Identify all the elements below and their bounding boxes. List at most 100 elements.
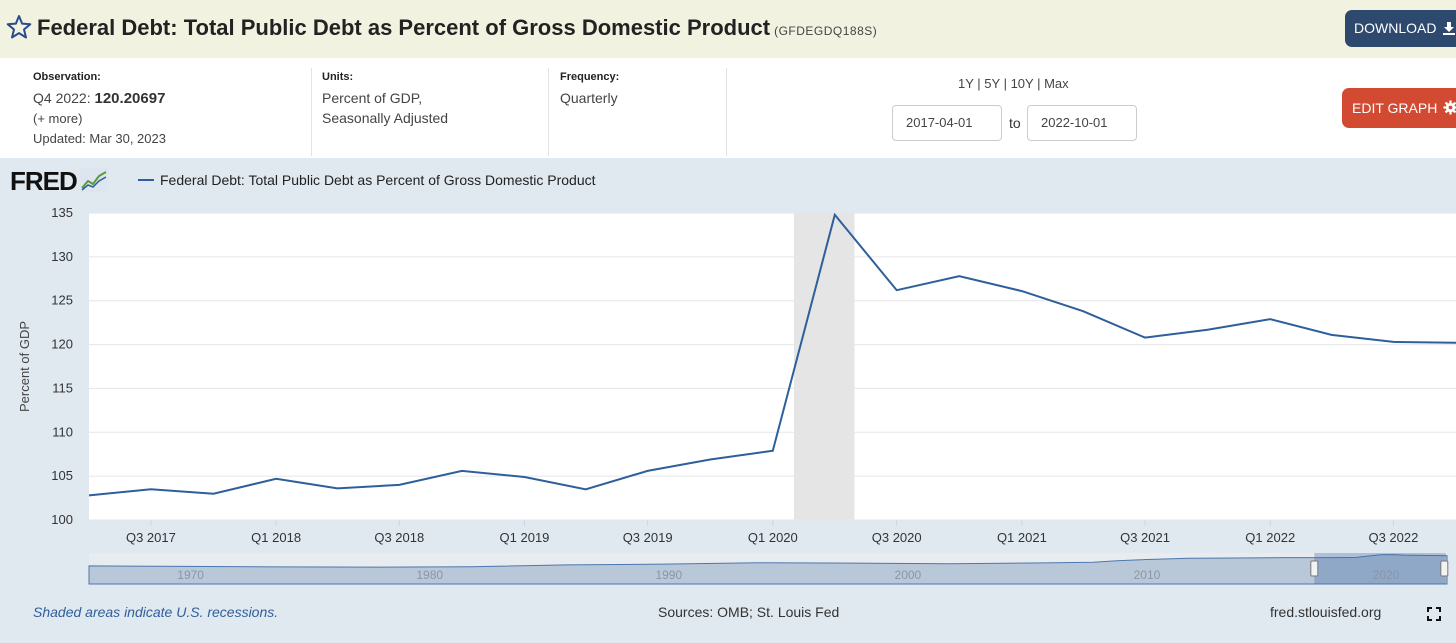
data-point[interactable] bbox=[645, 468, 650, 473]
x-tick-label: Q3 2022 bbox=[1368, 530, 1418, 545]
x-tick-label: Q1 2022 bbox=[1245, 530, 1295, 545]
recession-shade bbox=[793, 213, 855, 520]
fred-logo-text: FRED bbox=[10, 166, 78, 196]
data-point[interactable] bbox=[770, 448, 775, 453]
data-point[interactable] bbox=[708, 457, 713, 462]
navigator-handle-left[interactable] bbox=[1310, 560, 1319, 577]
info-bar: Observation: Q4 2022: 120.20697 (+ more)… bbox=[0, 58, 1456, 158]
fullscreen-icon[interactable] bbox=[1427, 607, 1441, 621]
site-link[interactable]: fred.stlouisfed.org bbox=[1270, 604, 1382, 620]
observation-label: Observation: bbox=[33, 71, 101, 83]
divider bbox=[726, 68, 727, 156]
data-point[interactable] bbox=[1019, 289, 1024, 294]
x-tick-label: Q3 2019 bbox=[623, 530, 673, 545]
navigator-decade-label: 2010 bbox=[1134, 568, 1161, 582]
x-tick-label: Q1 2019 bbox=[500, 530, 550, 545]
divider bbox=[548, 68, 549, 156]
range-selector: 1Y | 5Y | 10Y | Max bbox=[958, 76, 1069, 91]
units-label: Units: bbox=[322, 71, 354, 83]
data-point[interactable] bbox=[459, 468, 464, 473]
data-point[interactable] bbox=[832, 212, 837, 217]
data-point[interactable] bbox=[1081, 309, 1086, 314]
download-icon bbox=[1443, 22, 1456, 35]
plot-area bbox=[89, 213, 1456, 520]
data-point[interactable] bbox=[148, 487, 153, 492]
x-tick-label: Q1 2021 bbox=[997, 530, 1047, 545]
data-point[interactable] bbox=[397, 482, 402, 487]
legend-label: Federal Debt: Total Public Debt as Perce… bbox=[160, 172, 596, 188]
series-title: Federal Debt: Total Public Debt as Perce… bbox=[37, 15, 771, 40]
data-point[interactable] bbox=[583, 487, 588, 492]
star-outline-icon[interactable] bbox=[6, 14, 32, 40]
frequency-value: Quarterly bbox=[560, 90, 618, 106]
y-tick-label: 110 bbox=[52, 424, 73, 439]
frequency-label: Frequency: bbox=[560, 71, 620, 83]
to-label: to bbox=[1009, 115, 1021, 131]
y-tick-label: 135 bbox=[51, 205, 73, 220]
navigator-decade-label: 2000 bbox=[895, 568, 922, 582]
y-tick-label: 100 bbox=[51, 512, 73, 527]
data-point[interactable] bbox=[87, 493, 92, 498]
fred-logo[interactable]: FRED bbox=[10, 166, 108, 197]
y-tick-label: 115 bbox=[52, 380, 73, 395]
x-tick-label: Q3 2020 bbox=[872, 530, 922, 545]
start-date-input[interactable]: 2017-04-01 bbox=[892, 105, 1002, 141]
data-point[interactable] bbox=[1143, 335, 1148, 340]
y-tick-label: 130 bbox=[51, 249, 73, 264]
navigator-decade-label: 1970 bbox=[177, 568, 204, 582]
download-label: DOWNLOAD bbox=[1354, 20, 1437, 36]
edit-graph-label: EDIT GRAPH bbox=[1352, 100, 1438, 116]
sources: Sources: OMB; St. Louis Fed bbox=[658, 604, 840, 620]
page-title: Federal Debt: Total Public Debt as Perce… bbox=[37, 15, 877, 41]
legend-swatch bbox=[138, 179, 154, 182]
end-date-input[interactable]: 2022-10-01 bbox=[1027, 105, 1137, 141]
x-tick-label: Q3 2017 bbox=[126, 530, 176, 545]
x-tick-label: Q3 2021 bbox=[1120, 530, 1170, 545]
navigator-handle-right[interactable] bbox=[1440, 560, 1449, 577]
data-point[interactable] bbox=[1391, 339, 1396, 344]
navigator-selection[interactable] bbox=[1314, 553, 1446, 584]
y-tick-label: 120 bbox=[51, 337, 73, 352]
units-line1: Percent of GDP, bbox=[322, 90, 423, 106]
series-line[interactable] bbox=[88, 212, 1456, 497]
title-bar: Federal Debt: Total Public Debt as Perce… bbox=[0, 0, 1456, 58]
range-10y[interactable]: 10Y bbox=[1010, 76, 1034, 91]
y-axis-label: Percent of GDP bbox=[17, 321, 32, 412]
navigator-history-area bbox=[88, 554, 1448, 585]
data-point[interactable] bbox=[957, 274, 962, 279]
edit-graph-button[interactable]: EDIT GRAPH bbox=[1342, 88, 1456, 128]
navigator-decade-label: 2020 bbox=[1373, 568, 1400, 582]
divider bbox=[311, 68, 312, 156]
navigator-decade-label: 1980 bbox=[416, 568, 443, 582]
y-tick-label: 105 bbox=[51, 468, 73, 483]
chart-trend-icon bbox=[79, 168, 108, 192]
download-button[interactable]: DOWNLOAD bbox=[1345, 10, 1456, 47]
observation-block: Observation: Q4 2022: 120.20697 (+ more)… bbox=[33, 70, 166, 149]
recession-note: Shaded areas indicate U.S. recessions. bbox=[33, 604, 279, 620]
range-max[interactable]: Max bbox=[1044, 76, 1069, 91]
series-id: (GFDEGDQ188S) bbox=[774, 24, 878, 38]
data-point[interactable] bbox=[1205, 327, 1210, 332]
chart-legend: Federal Debt: Total Public Debt as Perce… bbox=[138, 172, 596, 188]
line-chart[interactable]: 100 105 110 115 120 125 130 135 Q3 2017 Q1 2018 Q… bbox=[0, 195, 1456, 615]
units-block: Units: Percent of GDP, Seasonally Adjust… bbox=[322, 70, 448, 128]
data-point[interactable] bbox=[211, 491, 216, 496]
range-5y[interactable]: 5Y bbox=[984, 76, 1000, 91]
x-tick-label: Q1 2018 bbox=[251, 530, 301, 545]
range-1y[interactable]: 1Y bbox=[958, 76, 974, 91]
gear-icon bbox=[1443, 100, 1456, 115]
x-tick-label: Q3 2018 bbox=[374, 530, 424, 545]
units-line2: Seasonally Adjusted bbox=[322, 110, 449, 126]
data-point[interactable] bbox=[274, 476, 279, 481]
y-tick-label: 125 bbox=[51, 293, 73, 308]
data-point[interactable] bbox=[1268, 317, 1273, 322]
data-point[interactable] bbox=[1329, 332, 1334, 337]
data-point[interactable] bbox=[335, 486, 340, 491]
observation-period: Q4 2022: bbox=[33, 90, 91, 106]
more-link[interactable]: (+ more) bbox=[33, 111, 83, 126]
data-point[interactable] bbox=[522, 475, 527, 480]
navigator-decade-label: 1990 bbox=[655, 568, 682, 582]
observation-value: 120.20697 bbox=[94, 90, 166, 107]
updated-date: Updated: Mar 30, 2023 bbox=[33, 131, 166, 146]
data-point[interactable] bbox=[894, 288, 899, 293]
